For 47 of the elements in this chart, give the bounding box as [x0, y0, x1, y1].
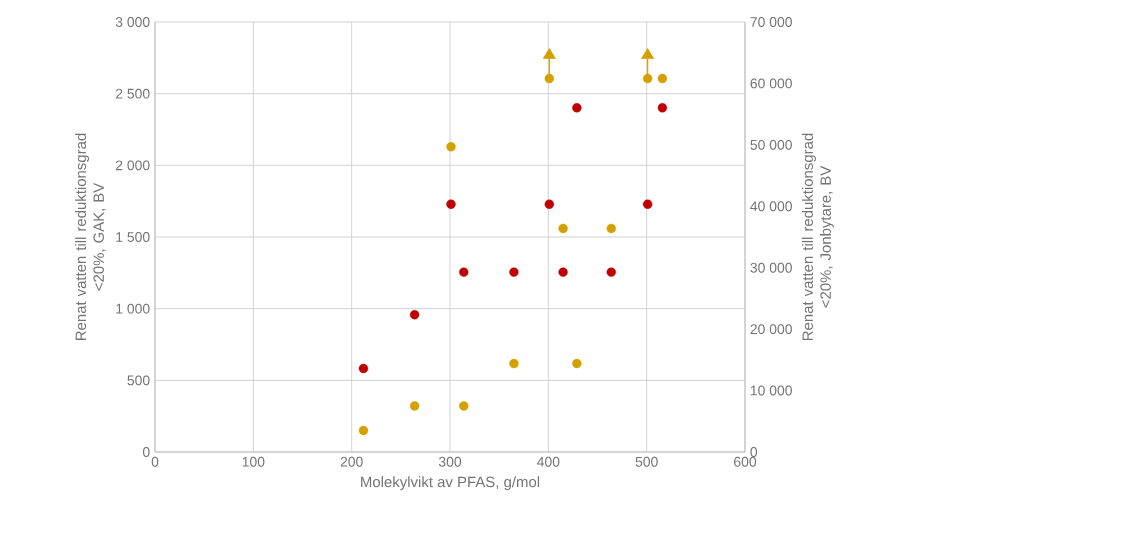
point	[572, 103, 582, 113]
x-tick-label: 300	[438, 456, 462, 467]
point	[459, 401, 469, 411]
point	[606, 223, 616, 234]
x-axis-title: Molekylvikt av PFAS, g/mol	[361, 476, 540, 491]
point	[657, 73, 668, 84]
y-tick-label: 500	[127, 375, 150, 386]
point	[459, 267, 469, 277]
point	[358, 425, 369, 436]
y-tick-label: 1 500	[116, 232, 150, 242]
point	[606, 267, 616, 277]
point	[446, 199, 456, 209]
y-tick-label: 3 000	[115, 17, 150, 27]
point	[572, 358, 582, 369]
x-tick-label: 400	[537, 456, 560, 467]
point	[544, 73, 555, 84]
point	[558, 267, 568, 277]
point	[642, 73, 653, 84]
point	[657, 103, 668, 113]
point	[409, 310, 420, 320]
y2-tick-label: 10 000	[750, 385, 792, 396]
point	[544, 199, 554, 209]
point	[509, 267, 519, 277]
point	[446, 142, 456, 152]
point	[642, 199, 653, 209]
y-tick-label: 1 000	[116, 303, 150, 314]
y-tick-label: 0	[142, 447, 150, 457]
y2-tick-label: 50 000	[750, 139, 792, 150]
point	[558, 223, 568, 234]
point	[409, 401, 420, 411]
y2-tick-label: 20 000	[750, 324, 792, 335]
point	[358, 363, 369, 374]
y-tick-label: 2 500	[115, 88, 150, 99]
y-axis-title: Renat vatten till reduktionsgrad <20%, GAK, BV	[75, 133, 106, 341]
point	[509, 358, 519, 369]
y2-tick-label: 70 000	[750, 17, 792, 27]
x-tick-label: 0	[151, 456, 159, 467]
y2-tick-label: 60 000	[750, 78, 792, 89]
x-tick-label: 600	[734, 456, 757, 467]
y2-tick-label: 30 000	[750, 262, 792, 273]
y2-tick-label: 40 000	[750, 201, 792, 212]
x-tick-label: 200	[340, 456, 363, 467]
y2-axis-title: Renat vatten till reduktionsgrad <20%, Jonbytare, BV	[802, 133, 834, 341]
y-tick-label: 2 000	[115, 160, 150, 171]
x-tick-label: 500	[635, 456, 658, 467]
y2-tick-label: 0	[750, 447, 758, 457]
x-tick-label: 100	[242, 456, 265, 467]
